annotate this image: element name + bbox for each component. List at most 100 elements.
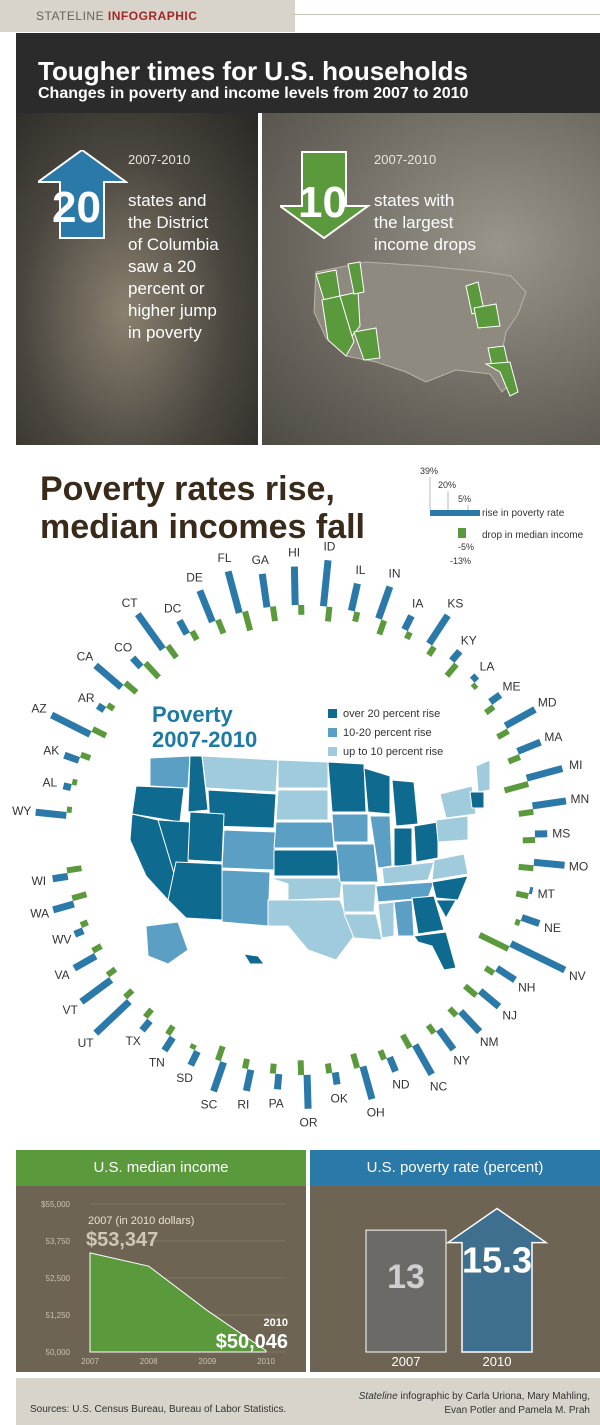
state-label: CO	[114, 641, 132, 655]
income-drop-bar	[484, 704, 496, 716]
state-label: NY	[453, 1054, 470, 1068]
state-ky	[381, 861, 435, 885]
income-drop-bar	[400, 1033, 413, 1050]
state-label: NV	[569, 969, 586, 983]
income-xtick: 2010	[257, 1357, 275, 1366]
income-ytick: $55,000	[41, 1200, 70, 1209]
state-la	[343, 913, 383, 941]
income-ytick: 50,000	[46, 1348, 71, 1357]
state-label: NC	[430, 1080, 448, 1094]
left-panel-line: of Columbia	[128, 235, 219, 254]
radial-state-group: AK	[43, 743, 92, 764]
radial-state-group: WI	[31, 865, 82, 888]
poverty-rise-bar	[52, 872, 69, 883]
state-label: AK	[43, 743, 59, 757]
poverty-rise-bar	[436, 1027, 457, 1052]
state-nh-vt	[469, 791, 485, 809]
state-ak	[145, 921, 189, 965]
state-label: SD	[176, 1071, 193, 1085]
state-label: ID	[323, 540, 335, 553]
state-label: IA	[412, 596, 423, 610]
radial-state-group: WY	[12, 804, 73, 819]
state-label: CA	[77, 649, 94, 663]
radial-state-group: CO	[114, 641, 161, 680]
state-me	[475, 759, 490, 793]
poverty-value-label: 15.3	[462, 1240, 532, 1281]
income-drop-bar	[66, 806, 73, 813]
left-panel-line: the District	[128, 213, 209, 232]
legend-tick: 5%	[458, 494, 471, 504]
poverty-value-label: 13	[387, 1258, 425, 1296]
state-az	[353, 327, 381, 361]
income-drop-bar	[165, 1024, 176, 1036]
poverty-rise-bar	[495, 965, 517, 983]
state-co	[221, 829, 277, 871]
income-drop-bar	[143, 660, 161, 680]
left-panel-line: higher jump	[128, 301, 217, 320]
income-xtick: 2008	[140, 1357, 158, 1366]
state-mi	[391, 779, 419, 827]
income-end-label: 2010	[264, 1317, 288, 1329]
income-drop-bar	[478, 932, 510, 952]
legend-drop-bar	[458, 528, 466, 538]
brand-label: STATELINE INFOGRAPHIC	[36, 9, 197, 23]
poverty-rise-bar	[469, 673, 480, 683]
income-drop-bar	[189, 1043, 197, 1051]
radial-state-group: ID	[319, 540, 336, 622]
state-label: MI	[569, 758, 582, 772]
state-ny	[439, 785, 477, 819]
radial-state-group: WV	[52, 919, 89, 947]
radial-state-group: CT	[122, 596, 179, 660]
radial-state-group: HI	[288, 546, 305, 615]
income-drop-bar	[518, 863, 534, 872]
credit-line1: infographic by Carla Uriona, Mary Mahlin…	[397, 1391, 590, 1402]
radial-state-group: MO	[518, 858, 588, 874]
radial-state-group: NJ	[463, 983, 517, 1023]
state-fl	[413, 931, 457, 970]
state-ia	[331, 813, 369, 843]
income-drop-bar	[91, 726, 108, 739]
state-label: VT	[63, 1003, 79, 1017]
poverty-rise-bar	[359, 1065, 376, 1100]
up-arrow-icon	[38, 150, 128, 239]
poverty-rise-bar	[401, 614, 415, 632]
poverty-rise-bar	[52, 900, 75, 914]
state-label: OH	[367, 1106, 385, 1120]
poverty-rise-bar	[73, 927, 85, 938]
poverty-rise-bar	[187, 1049, 201, 1067]
radial-state-group: KS	[426, 597, 463, 657]
radial-state-group: MD	[496, 696, 557, 740]
poverty-rise-bar	[130, 655, 144, 670]
credit-italic: Stateline	[358, 1391, 398, 1402]
radial-legend: 39%20%5% rise in poverty rate drop in medi…	[420, 466, 584, 566]
state-sd	[275, 789, 329, 821]
radial-state-group: MI	[503, 758, 583, 794]
radial-state-group: RI	[237, 1058, 255, 1112]
down-arrow-icon	[280, 151, 372, 240]
income-ytick: 51,250	[46, 1311, 71, 1320]
radial-state-group: MT	[515, 886, 556, 901]
state-label: LA	[480, 659, 495, 673]
state-label: PA	[269, 1096, 284, 1110]
legend-drop-label: drop in median income	[482, 530, 584, 541]
state-label: GA	[252, 553, 269, 567]
income-drop-bar	[515, 890, 529, 900]
income-drop-bar	[165, 643, 179, 660]
legend-swatch	[328, 709, 337, 718]
poverty-rise-bar	[79, 977, 114, 1005]
income-drop-bar	[79, 751, 92, 761]
radial-state-group: IA	[401, 596, 423, 641]
state-label: TN	[149, 1055, 165, 1069]
poverty-rise-bar	[63, 751, 81, 764]
credit-line2: Evan Potler and Pamela M. Prah	[444, 1405, 590, 1416]
income-drop-bar	[123, 988, 135, 1000]
state-label: KY	[461, 634, 477, 648]
income-drop-bar	[105, 966, 118, 978]
brand-name: STATELINE	[36, 9, 105, 23]
poverty-rise-bar	[488, 691, 503, 705]
radial-state-group: KY	[444, 634, 477, 678]
state-ut	[187, 811, 225, 863]
state-ga	[411, 895, 445, 935]
state-label: NJ	[502, 1009, 517, 1023]
state-oh	[413, 821, 439, 863]
